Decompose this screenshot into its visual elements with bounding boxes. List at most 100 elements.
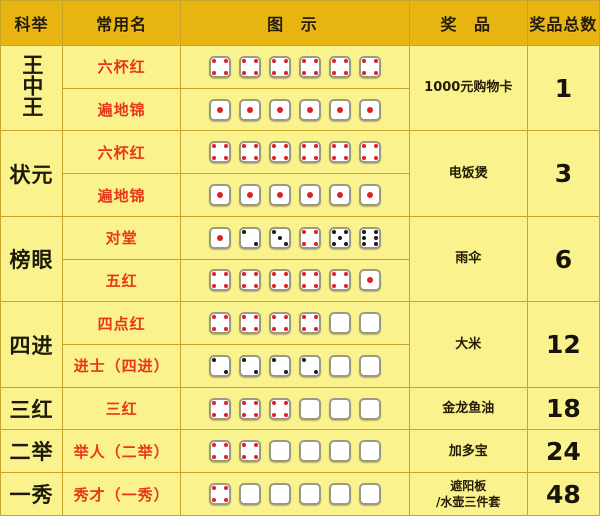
die-four-red <box>208 397 231 420</box>
die-pip <box>223 58 228 63</box>
die-pip <box>343 70 348 75</box>
die-pip <box>301 284 306 289</box>
die-four-red <box>298 55 321 78</box>
table-body: 王中王 六杯红 1000元购物卡 1 遍地锦 状元 六杯红 电饭煲 3 遍地锦 榜眼 对堂 雨伞 6 五红四… <box>0 44 600 516</box>
header-row: 科举 常用名 图 示 奖 品 奖品总数 <box>0 0 600 46</box>
dice-illustration-cell <box>180 258 410 303</box>
die-pip <box>241 443 246 448</box>
dice-illustration-cell <box>180 130 410 175</box>
die-two-black <box>268 354 291 377</box>
die-four-red <box>208 440 231 463</box>
die-blank <box>328 354 351 377</box>
die-pip <box>241 357 246 362</box>
table-row: 王中王 六杯红 1000元购物卡 1 <box>0 44 600 132</box>
die-pip <box>253 58 258 63</box>
die-pip <box>241 272 246 277</box>
die-four-red <box>208 312 231 335</box>
die-pip <box>241 156 246 161</box>
die-four-red <box>298 141 321 164</box>
die-pip <box>211 156 216 161</box>
die-pip <box>366 192 373 199</box>
prize-label: 1000元购物卡 <box>424 80 513 96</box>
header-prize: 奖 品 <box>408 0 528 46</box>
dice-row <box>181 397 408 420</box>
table-row: 五红 <box>1 258 600 303</box>
die-one-red <box>358 98 381 121</box>
dice-illustration-cell <box>180 344 410 388</box>
dice-row <box>181 440 408 463</box>
die-pip <box>283 58 288 63</box>
die-pip <box>223 70 228 75</box>
die-pip <box>223 498 228 503</box>
dice-row <box>181 483 408 506</box>
die-pip <box>223 443 228 448</box>
prize-count-cell: 48 <box>526 472 600 516</box>
die-pip <box>241 315 246 320</box>
die-blank <box>328 440 351 463</box>
die-pip <box>313 284 318 289</box>
die-one-red <box>358 269 381 292</box>
die-pip <box>253 315 258 320</box>
die-blank <box>358 483 381 506</box>
die-pip <box>313 156 318 161</box>
die-four-red <box>208 483 231 506</box>
die-pip <box>313 327 318 332</box>
prize-cell: 1000元购物卡 <box>408 44 528 132</box>
pattern-name-cell: 六杯红 <box>62 130 182 175</box>
die-pip <box>313 315 318 320</box>
die-pip <box>336 106 343 113</box>
die-pip <box>211 455 216 460</box>
die-blank <box>328 397 351 420</box>
die-one-red <box>328 184 351 207</box>
die-pip <box>301 357 306 362</box>
die-pip <box>283 284 288 289</box>
die-four-red <box>298 226 321 249</box>
die-pip <box>253 284 258 289</box>
die-pip <box>337 235 342 240</box>
die-pip <box>301 144 306 149</box>
die-blank <box>298 440 321 463</box>
die-four-red <box>328 141 351 164</box>
die-pip <box>271 272 276 277</box>
die-pip <box>277 235 282 240</box>
prize-label: 遮阳板 <box>450 478 487 493</box>
dice-row <box>181 312 408 335</box>
die-pip <box>283 315 288 320</box>
die-one-red <box>298 98 321 121</box>
table-row: 进士（四进） <box>1 344 600 388</box>
die-blank <box>358 312 381 335</box>
die-pip <box>253 144 258 149</box>
die-blank <box>358 440 381 463</box>
prize-label: 大米 <box>455 336 482 352</box>
die-one-red <box>358 184 381 207</box>
die-pip <box>301 70 306 75</box>
die-four-red <box>238 397 261 420</box>
die-pip <box>271 315 276 320</box>
die-pip <box>211 315 216 320</box>
die-pip <box>241 455 246 460</box>
die-four-red <box>328 269 351 292</box>
die-pip <box>283 327 288 332</box>
prize-label: 电饭煲 <box>448 165 488 181</box>
die-four-red <box>208 55 231 78</box>
dice-illustration-cell <box>180 215 410 260</box>
pattern-name-cell: 进士（四进） <box>62 344 182 388</box>
die-blank <box>268 440 291 463</box>
table-row: 一秀 秀才（一秀） 遮阳板/水壶三件套 48 <box>0 472 600 516</box>
die-pip <box>211 486 216 491</box>
die-four-red <box>268 55 291 78</box>
die-pip <box>271 400 276 405</box>
pattern-name-cell: 遍地锦 <box>62 87 182 132</box>
header-prize-count: 奖品总数 <box>526 0 600 46</box>
die-pip <box>271 70 276 75</box>
die-pip <box>241 70 246 75</box>
prize-count-cell: 6 <box>526 215 600 303</box>
die-pip <box>223 156 228 161</box>
die-one-red <box>208 98 231 121</box>
die-pip <box>361 235 366 240</box>
die-pip <box>301 327 306 332</box>
die-pip <box>211 284 216 289</box>
die-pip <box>223 315 228 320</box>
die-pip <box>343 156 348 161</box>
